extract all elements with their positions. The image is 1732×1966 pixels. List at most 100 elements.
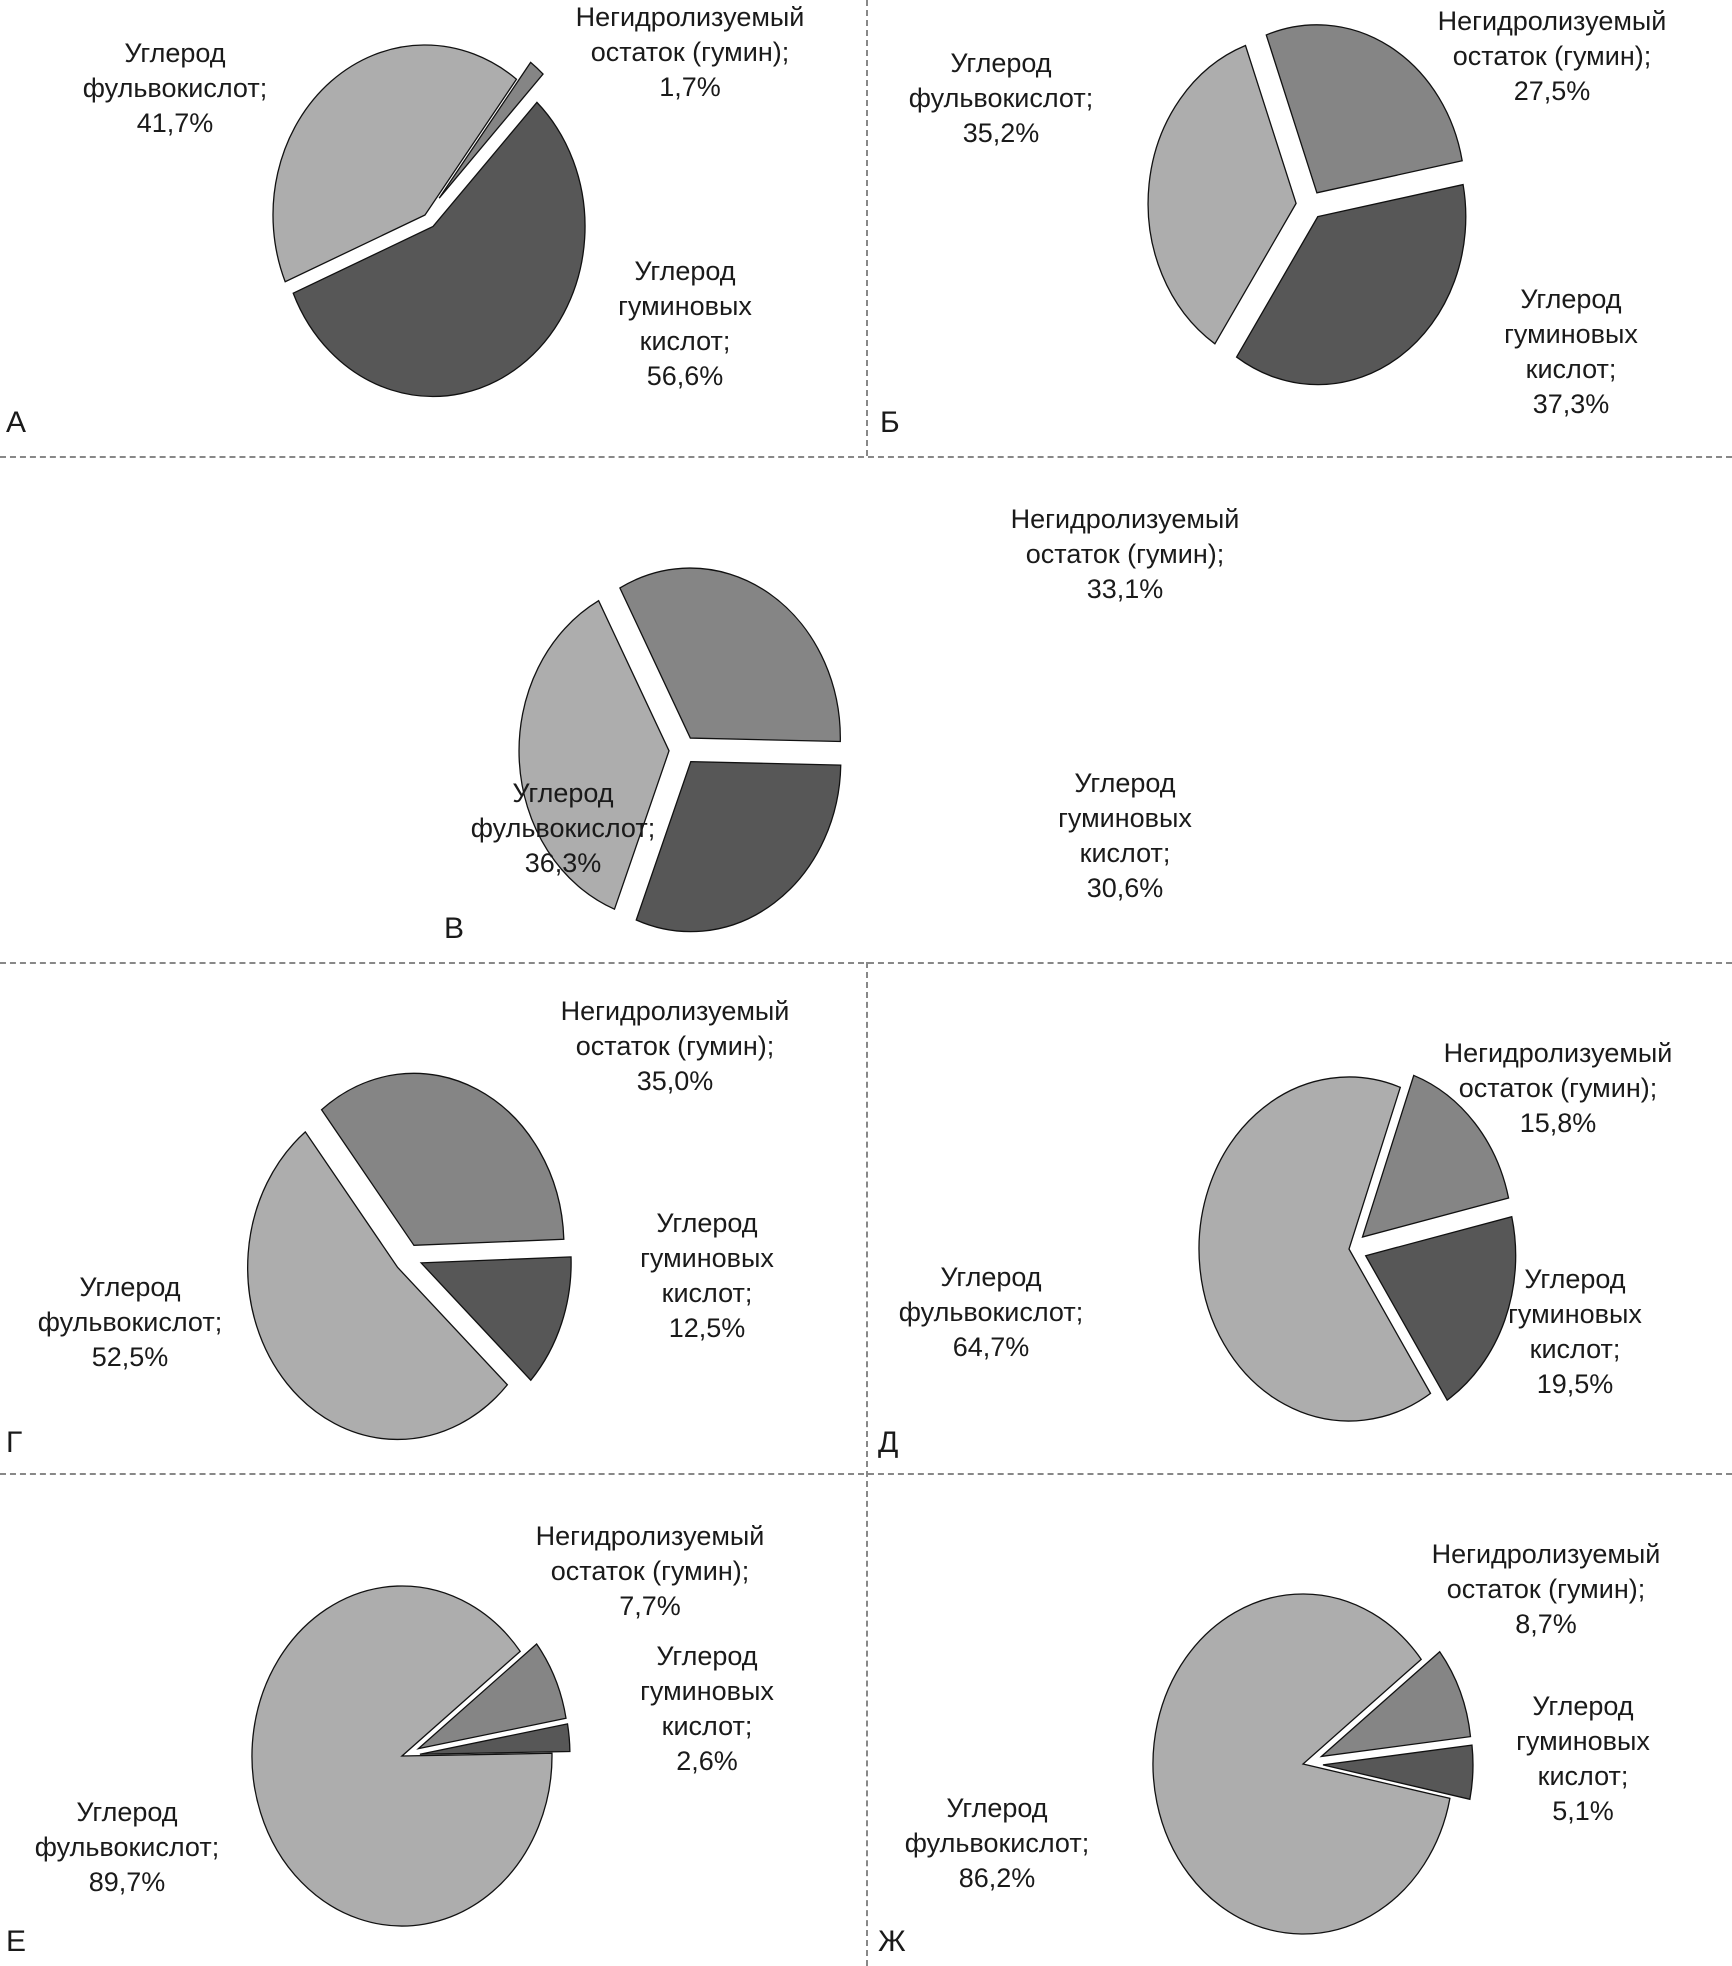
label-humic: Углерод гуминовых кислот; 12,5% bbox=[612, 1206, 802, 1346]
label-line: кислот; bbox=[1525, 354, 1617, 384]
label-line: Углерод bbox=[76, 1797, 178, 1827]
label-humic: Углерод гуминовых кислот; 37,3% bbox=[1476, 282, 1666, 422]
label-value: 89,7% bbox=[88, 1867, 166, 1897]
label-value: 5,1% bbox=[1552, 1796, 1614, 1826]
panel-letter: Е bbox=[6, 1925, 27, 1958]
label-line: остаток (гумин); bbox=[1458, 1073, 1658, 1103]
label-value: 30,6% bbox=[1086, 873, 1164, 903]
label-fulvic: Углерод фульвокислот; 52,5% bbox=[15, 1270, 245, 1375]
pie-slice-humin bbox=[1361, 1074, 1510, 1238]
pie-chart-e bbox=[251, 1585, 571, 1927]
pie-slice-fulvic bbox=[1198, 1076, 1432, 1422]
pie-chart-zh bbox=[1152, 1593, 1474, 1935]
label-humic: Углерод гуминовых кислот; 56,6% bbox=[590, 254, 780, 394]
label-line: остаток (гумин); bbox=[1025, 539, 1225, 569]
pie-slice-humic bbox=[292, 101, 586, 398]
pie-chart-v bbox=[518, 567, 842, 933]
pie-slice-humin bbox=[438, 61, 544, 199]
label-line: остаток (гумин); bbox=[575, 1031, 775, 1061]
label-line: гуминовых bbox=[640, 1243, 774, 1273]
panel-letter: В bbox=[444, 912, 465, 945]
pie-slice-fulvic bbox=[1152, 1593, 1451, 1935]
label-value: 35,2% bbox=[962, 118, 1040, 148]
divider-row-1 bbox=[0, 456, 1732, 458]
label-value: 12,5% bbox=[668, 1313, 746, 1343]
label-line: Углерод bbox=[1520, 284, 1622, 314]
label-line: Углерод bbox=[512, 778, 614, 808]
label-line: Углерод bbox=[1524, 1264, 1626, 1294]
label-line: Углерод bbox=[79, 1272, 181, 1302]
label-humin: Негидролизуемый остаток (гумин); 27,5% bbox=[1382, 4, 1722, 109]
panel-letter: Б bbox=[880, 406, 900, 439]
panel-zh: Углерод фульвокислот; 86,2% Негидролизуе… bbox=[866, 1477, 1732, 1966]
panel-letter: А bbox=[6, 406, 27, 439]
label-line: Негидролизуемый bbox=[1431, 1539, 1661, 1569]
pie-chart-b bbox=[1147, 24, 1467, 386]
label-line: остаток (гумин); bbox=[550, 1556, 750, 1586]
label-line: Негидролизуемый bbox=[560, 996, 790, 1026]
label-line: Углерод bbox=[656, 1208, 758, 1238]
label-line: фульвокислот; bbox=[904, 1828, 1090, 1858]
label-value: 33,1% bbox=[1086, 574, 1164, 604]
pie-slice-humic bbox=[635, 760, 842, 933]
label-line: кислот; bbox=[661, 1278, 753, 1308]
label-value: 8,7% bbox=[1515, 1609, 1577, 1639]
divider-col-2 bbox=[866, 962, 868, 1966]
label-humin: Негидролизуемый остаток (гумин); 15,8% bbox=[1388, 1036, 1728, 1141]
label-line: кислот; bbox=[661, 1711, 753, 1741]
divider-col-1 bbox=[866, 0, 868, 456]
label-line: Углерод bbox=[940, 1262, 1042, 1292]
label-line: остаток (гумин); bbox=[1452, 41, 1652, 71]
pie-slice-humin bbox=[416, 1643, 567, 1750]
pie-slice-fulvic bbox=[247, 1130, 509, 1441]
label-line: Негидролизуемый bbox=[1443, 1038, 1673, 1068]
label-line: Углерод bbox=[950, 48, 1052, 78]
label-line: фульвокислот; bbox=[898, 1297, 1084, 1327]
pie-slice-humic bbox=[1322, 1744, 1474, 1801]
panel-letter: Д bbox=[878, 1426, 899, 1459]
label-line: Углерод bbox=[946, 1793, 1048, 1823]
pie-slice-humic bbox=[1364, 1215, 1517, 1402]
label-line: гуминовых bbox=[640, 1676, 774, 1706]
label-line: Углерод bbox=[124, 38, 226, 68]
label-humic: Углерод гуминовых кислот; 5,1% bbox=[1488, 1689, 1678, 1829]
panel-b: Углерод фульвокислот; 35,2% Негидролизуе… bbox=[866, 0, 1732, 456]
label-fulvic: Углерод фульвокислот; 64,7% bbox=[876, 1260, 1106, 1365]
pie-slice-fulvic bbox=[272, 44, 518, 283]
label-value: 41,7% bbox=[136, 108, 214, 138]
panel-d: Углерод фульвокислот; 64,7% Негидролизуе… bbox=[866, 966, 1732, 1473]
label-line: фульвокислот; bbox=[82, 73, 268, 103]
pie-slice-humin bbox=[1319, 1650, 1472, 1758]
pie-chart-d bbox=[1198, 1074, 1517, 1422]
label-fulvic: Углерод фульвокислот; 41,7% bbox=[60, 36, 290, 141]
panel-a: Углерод фульвокислот; 41,7% Негидролизуе… bbox=[0, 0, 866, 456]
pie-slice-fulvic bbox=[518, 599, 670, 911]
panel-e: Углерод фульвокислот; 89,7% Негидролизуе… bbox=[0, 1477, 866, 1966]
pie-slice-humic bbox=[1235, 183, 1467, 386]
label-fulvic: Углерод фульвокислот; 86,2% bbox=[882, 1791, 1112, 1896]
pie-slice-fulvic bbox=[251, 1585, 553, 1927]
pie-slice-humin bbox=[320, 1072, 565, 1246]
label-humin: Негидролизуемый остаток (гумин); 7,7% bbox=[480, 1519, 820, 1624]
pie-chart-a bbox=[272, 44, 586, 398]
label-line: Негидролизуемый bbox=[1010, 504, 1240, 534]
label-value: 56,6% bbox=[646, 361, 724, 391]
pie-slice-fulvic bbox=[1147, 44, 1297, 345]
label-line: фульвокислот; bbox=[908, 83, 1094, 113]
label-humic: Углерод гуминовых кислот; 19,5% bbox=[1480, 1262, 1670, 1402]
label-value: 35,0% bbox=[636, 1066, 714, 1096]
label-humic: Углерод гуминовых кислот; 30,6% bbox=[1030, 766, 1220, 906]
panel-v: Углерод фульвокислот; 36,3% Негидролизуе… bbox=[0, 460, 1732, 962]
label-humic: Углерод гуминовых кислот; 2,6% bbox=[612, 1639, 802, 1779]
panel-g: Углерод фульвокислот; 52,5% Негидролизуе… bbox=[0, 966, 866, 1473]
label-value: 86,2% bbox=[958, 1863, 1036, 1893]
label-value: 15,8% bbox=[1519, 1108, 1597, 1138]
label-line: Углерод bbox=[1532, 1691, 1634, 1721]
label-fulvic: Углерод фульвокислот; 89,7% bbox=[12, 1795, 242, 1900]
label-line: кислот; bbox=[1079, 838, 1171, 868]
label-value: 36,3% bbox=[524, 848, 602, 878]
label-line: гуминовых bbox=[618, 291, 752, 321]
label-humin: Негидролизуемый остаток (гумин); 35,0% bbox=[505, 994, 845, 1099]
label-line: фульвокислот; bbox=[37, 1307, 223, 1337]
label-line: остаток (гумин); bbox=[1446, 1574, 1646, 1604]
